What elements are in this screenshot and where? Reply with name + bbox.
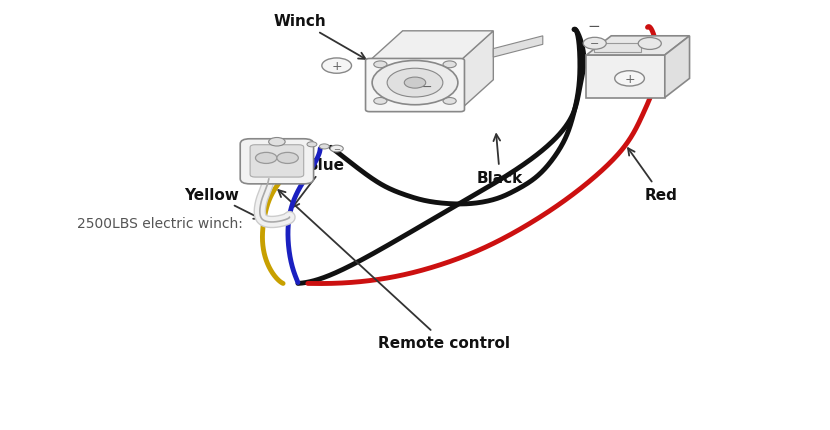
Polygon shape xyxy=(665,37,690,98)
Circle shape xyxy=(330,146,344,153)
Circle shape xyxy=(256,153,277,164)
Text: +: + xyxy=(624,73,635,86)
Circle shape xyxy=(387,69,443,98)
FancyBboxPatch shape xyxy=(240,139,314,184)
Circle shape xyxy=(583,38,606,50)
Polygon shape xyxy=(461,32,493,110)
Circle shape xyxy=(443,98,457,105)
Polygon shape xyxy=(587,37,690,56)
Text: Remote control: Remote control xyxy=(278,190,510,350)
Circle shape xyxy=(372,61,458,105)
FancyBboxPatch shape xyxy=(250,145,304,178)
Text: Red: Red xyxy=(628,149,677,202)
Circle shape xyxy=(322,59,352,74)
Circle shape xyxy=(443,62,457,68)
Circle shape xyxy=(638,38,662,50)
Circle shape xyxy=(320,144,330,150)
FancyBboxPatch shape xyxy=(365,59,465,112)
Text: Blue: Blue xyxy=(293,157,344,208)
Text: Black: Black xyxy=(476,135,523,185)
Text: Winch: Winch xyxy=(273,14,365,60)
Circle shape xyxy=(374,98,387,105)
Text: +: + xyxy=(331,60,342,73)
Circle shape xyxy=(307,142,317,147)
Text: −: − xyxy=(422,80,432,93)
Text: 2500LBS electric winch:: 2500LBS electric winch: xyxy=(77,217,243,230)
Circle shape xyxy=(404,78,426,89)
Circle shape xyxy=(374,62,387,68)
Polygon shape xyxy=(493,37,543,58)
FancyBboxPatch shape xyxy=(587,56,665,98)
Circle shape xyxy=(615,71,644,87)
Polygon shape xyxy=(369,32,493,61)
Circle shape xyxy=(277,153,298,164)
Text: −: − xyxy=(590,39,599,49)
Circle shape xyxy=(269,138,286,147)
Text: −: − xyxy=(588,18,600,34)
Text: Yellow: Yellow xyxy=(184,187,261,219)
FancyBboxPatch shape xyxy=(594,43,641,53)
Text: −: − xyxy=(333,145,340,154)
